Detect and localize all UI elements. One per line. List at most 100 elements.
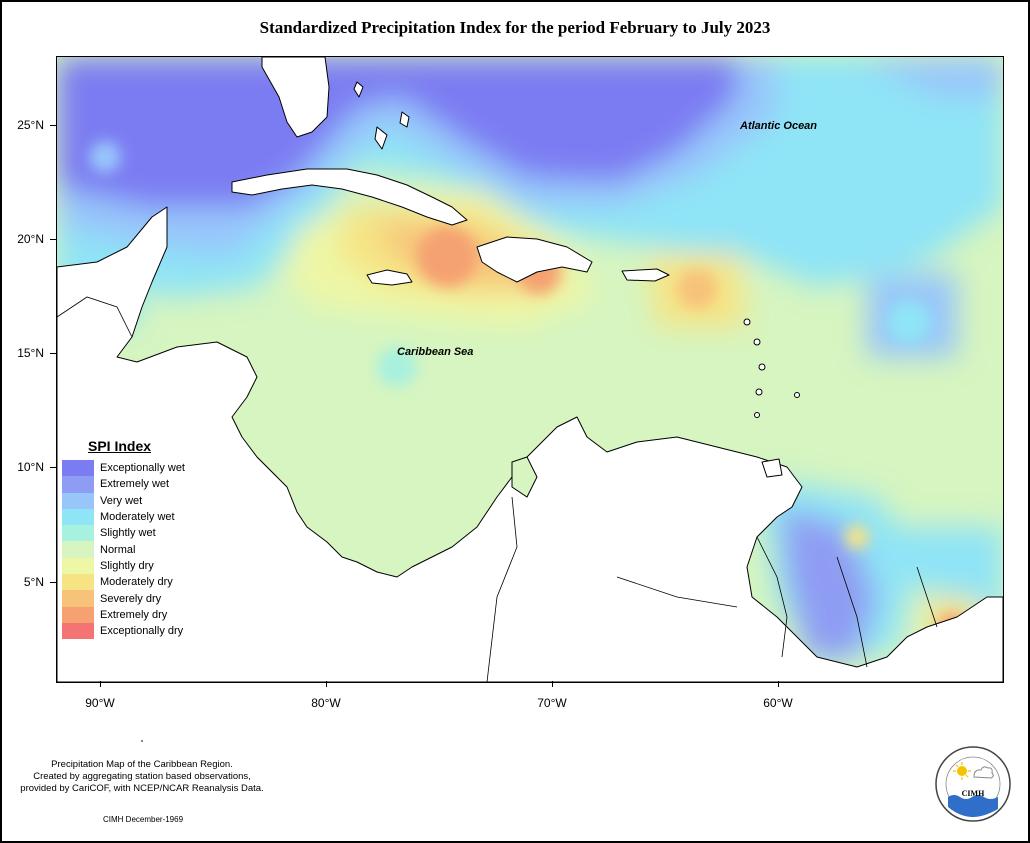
map-footnote: Precipitation Map of the Caribbean Regio… — [6, 759, 278, 795]
legend-label: Exceptionally dry — [100, 625, 184, 638]
y-tick-label-25n: 25°N — [17, 118, 44, 132]
spi-legend: SPI Index Exceptionally wet Extremely we… — [62, 438, 202, 640]
wet-cell-caribbean — [377, 347, 417, 387]
x-tick-label-70w: 70°W — [537, 696, 567, 710]
cimh-logo: CIMH — [934, 745, 1012, 823]
lake-maracaibo — [511, 456, 538, 498]
x-tick-label-80w: 80°W — [311, 696, 341, 710]
legend-swatch — [62, 541, 94, 558]
credit-text: CIMH December-1969 — [103, 815, 184, 824]
lesser-antilles-island — [758, 363, 766, 371]
spi-map-panel — [56, 56, 1004, 683]
legend-swatch — [62, 574, 94, 591]
cimh-seal-icon — [935, 746, 1011, 822]
x-tick-label-90w: 90°W — [85, 696, 115, 710]
legend-swatch — [62, 508, 94, 526]
wave-icon — [948, 795, 998, 817]
legend-swatch — [62, 622, 94, 640]
y-tick-15n — [50, 353, 56, 354]
legend-label: Moderately dry — [100, 576, 173, 589]
border-venezuela-guyana — [756, 536, 788, 658]
legend-label: Extremely dry — [100, 608, 168, 621]
atlantic-ocean-label: Atlantic Ocean — [740, 120, 818, 132]
legend-item: Normal — [62, 541, 202, 558]
legend-item: Very wet — [62, 492, 202, 509]
bahamas-island — [399, 111, 410, 128]
x-tick-label-60w: 60°W — [763, 696, 793, 710]
border-suriname-french-guiana — [916, 566, 938, 628]
x-tick-80w — [326, 681, 327, 687]
bahamas-island — [353, 81, 364, 98]
border-mexico-guatemala — [57, 296, 133, 338]
footnote-line-3: provided by CariCOF, with NCEP/NCAR Rean… — [20, 783, 264, 794]
severely-dry-pr — [677, 269, 717, 309]
hispaniola-land — [476, 236, 593, 283]
legend-label: Moderately wet — [100, 511, 175, 524]
legend-swatch — [62, 606, 94, 623]
cuba-land — [231, 168, 468, 226]
legend-swatch — [62, 525, 94, 542]
footnote-line-1: Precipitation Map of the Caribbean Regio… — [51, 759, 233, 770]
legend-label: Normal — [100, 543, 136, 556]
very-wet-ne — [857, 57, 1003, 97]
logo-name: CIMH — [961, 789, 985, 798]
wet-cell-east — [887, 300, 931, 344]
legend-swatch — [62, 557, 94, 575]
caribbean-sea-label: Caribbean Sea — [397, 346, 474, 358]
legend-label: Slightly wet — [100, 527, 156, 540]
legend-swatch — [62, 590, 94, 607]
cloud-icon — [973, 766, 994, 779]
y-tick-label-20n: 20°N — [17, 232, 44, 246]
exceptionally-wet-zone-north — [57, 57, 737, 207]
border-venezuela-brazil — [616, 576, 738, 608]
legend-item: Slightly dry — [62, 557, 202, 575]
border-guyana-suriname — [836, 556, 868, 668]
x-tick-60w — [778, 681, 779, 687]
legend-item: Severely dry — [62, 590, 202, 607]
extremely-dry-cuba-hispaniola — [417, 227, 477, 287]
sun-icon — [957, 766, 967, 776]
border-colombia-venezuela — [486, 496, 518, 682]
y-tick-25n — [50, 125, 56, 126]
y-tick-10n — [50, 467, 56, 468]
central-south-america-land — [57, 206, 1003, 682]
legend-label: Slightly dry — [100, 559, 154, 572]
legend-item: Exceptionally wet — [62, 460, 202, 477]
border-nicaragua-costa-rica — [256, 456, 278, 478]
x-tick-70w — [552, 681, 553, 687]
stray-mark — [141, 740, 143, 742]
legend-label: Very wet — [100, 494, 143, 507]
y-tick-label-5n: 5°N — [23, 575, 44, 589]
legend-item: Exceptionally dry — [62, 622, 202, 640]
legend-label: Extremely wet — [100, 478, 170, 491]
dry-cell-guiana — [845, 525, 869, 549]
y-tick-5n — [50, 582, 56, 583]
y-tick-20n — [50, 239, 56, 240]
legend-label: Severely dry — [100, 592, 162, 605]
footnote-line-2: Created by aggregating station based obs… — [33, 771, 251, 782]
legend-swatch — [62, 476, 94, 493]
legend-label: Exceptionally wet — [100, 462, 185, 475]
wet-east-guiana — [897, 527, 1003, 617]
y-tick-label-15n: 15°N — [17, 346, 44, 360]
x-tick-90w — [100, 681, 101, 687]
trinidad-land — [761, 458, 783, 478]
lesser-antilles-island — [743, 318, 751, 326]
land-masses — [57, 57, 1003, 682]
legend-item: Slightly wet — [62, 525, 202, 542]
legend-item: Moderately wet — [62, 508, 202, 526]
lesser-antilles-island — [754, 412, 760, 418]
puerto-rico-land — [621, 268, 670, 282]
spi-map — [57, 57, 1003, 682]
lesser-antilles-island — [755, 388, 763, 396]
legend-item: Extremely dry — [62, 606, 202, 623]
jamaica-land — [366, 269, 413, 286]
legend-item: Moderately dry — [62, 574, 202, 591]
legend-title: SPI Index — [88, 438, 152, 454]
lesser-antilles-island — [753, 338, 761, 346]
bahamas-island — [374, 126, 388, 150]
y-tick-label-10n: 10°N — [17, 460, 44, 474]
wet-cell-gulf — [89, 141, 121, 173]
country-borders — [57, 296, 938, 682]
